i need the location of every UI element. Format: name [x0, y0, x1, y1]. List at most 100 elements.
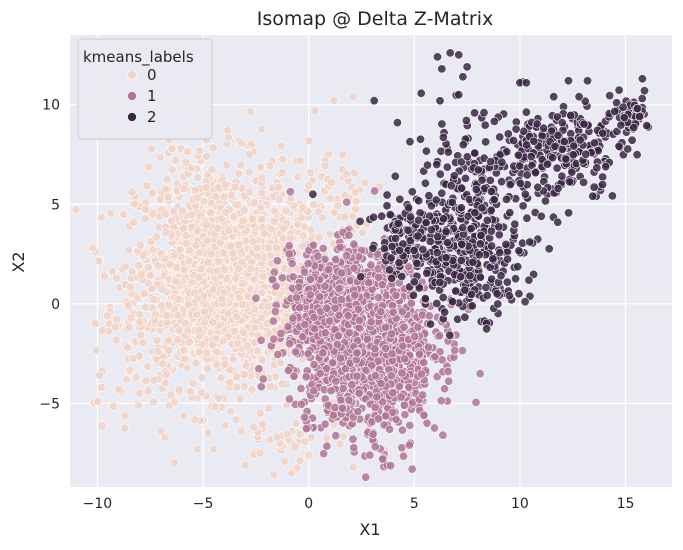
legend-marker	[127, 70, 137, 80]
data-point	[530, 168, 540, 178]
data-point	[598, 172, 608, 182]
data-point	[166, 390, 176, 400]
data-point	[179, 411, 189, 421]
data-point	[184, 245, 194, 255]
data-point	[164, 335, 174, 345]
data-point	[481, 137, 491, 147]
data-point	[350, 290, 360, 300]
data-point	[569, 141, 579, 151]
data-point	[422, 268, 432, 278]
data-point	[540, 196, 550, 206]
data-point	[251, 293, 261, 303]
data-point	[337, 150, 347, 160]
data-point	[282, 429, 292, 439]
data-point	[248, 214, 258, 224]
data-point	[184, 337, 194, 347]
data-point	[143, 262, 153, 272]
y-tick-label: 10	[42, 98, 60, 114]
data-point	[515, 179, 525, 189]
data-point	[418, 245, 428, 255]
data-point	[203, 364, 213, 374]
data-point	[256, 203, 266, 213]
data-point	[642, 121, 652, 131]
data-point	[370, 371, 380, 381]
data-point	[194, 325, 204, 335]
data-point	[392, 118, 402, 128]
data-point	[258, 419, 268, 429]
data-point	[125, 282, 135, 292]
data-point	[404, 203, 414, 213]
data-point	[614, 85, 624, 95]
data-point	[482, 215, 492, 225]
data-point	[126, 313, 136, 323]
data-point	[435, 277, 445, 287]
data-point	[356, 272, 366, 282]
data-point	[475, 239, 485, 249]
data-point	[494, 230, 504, 240]
data-point	[536, 211, 546, 221]
data-point	[454, 50, 464, 60]
data-point	[487, 241, 497, 251]
data-point	[435, 331, 445, 341]
data-point	[270, 306, 280, 316]
data-point	[195, 146, 205, 156]
data-point	[197, 373, 207, 383]
data-point	[309, 312, 319, 322]
data-point	[192, 444, 202, 454]
data-point	[157, 284, 167, 294]
data-point	[504, 291, 514, 301]
data-point	[138, 250, 148, 260]
data-point	[361, 472, 371, 482]
chart-title: Isomap @ Delta Z-Matrix	[257, 8, 494, 30]
data-point	[326, 178, 336, 188]
data-point	[245, 187, 255, 197]
data-point	[414, 349, 424, 359]
data-point	[173, 294, 183, 304]
data-point	[377, 211, 387, 221]
data-point	[255, 162, 265, 172]
data-point	[549, 92, 559, 102]
data-point	[179, 223, 189, 233]
data-point	[124, 245, 134, 255]
data-point	[495, 132, 505, 142]
data-point	[450, 345, 460, 355]
data-point	[379, 244, 389, 254]
data-point	[183, 300, 193, 310]
data-point	[485, 175, 495, 185]
data-point	[290, 442, 300, 452]
data-point	[315, 292, 325, 302]
data-point	[460, 285, 470, 295]
data-point	[95, 370, 105, 380]
data-point	[409, 245, 419, 255]
data-point	[473, 165, 483, 175]
data-point	[605, 91, 615, 101]
data-point	[114, 384, 124, 394]
data-point	[340, 212, 350, 222]
data-point	[287, 259, 297, 269]
data-point	[449, 171, 459, 181]
data-point	[150, 315, 160, 325]
data-point	[291, 418, 301, 428]
data-point	[408, 290, 418, 300]
data-point	[336, 268, 346, 278]
data-point	[97, 325, 107, 335]
data-point	[342, 169, 352, 179]
data-point	[257, 214, 267, 224]
data-point	[550, 141, 560, 151]
data-point	[296, 399, 306, 409]
data-point	[149, 294, 159, 304]
data-point	[140, 204, 150, 214]
data-point	[424, 191, 434, 201]
data-point	[269, 206, 279, 216]
data-point	[524, 275, 534, 285]
data-point	[161, 227, 171, 237]
data-point	[370, 344, 380, 354]
data-point	[421, 146, 431, 156]
data-point	[477, 175, 487, 185]
data-point	[465, 271, 475, 281]
data-point	[238, 216, 248, 226]
data-point	[252, 243, 262, 253]
data-point	[385, 424, 395, 434]
data-point	[436, 396, 446, 406]
data-point	[148, 245, 158, 255]
